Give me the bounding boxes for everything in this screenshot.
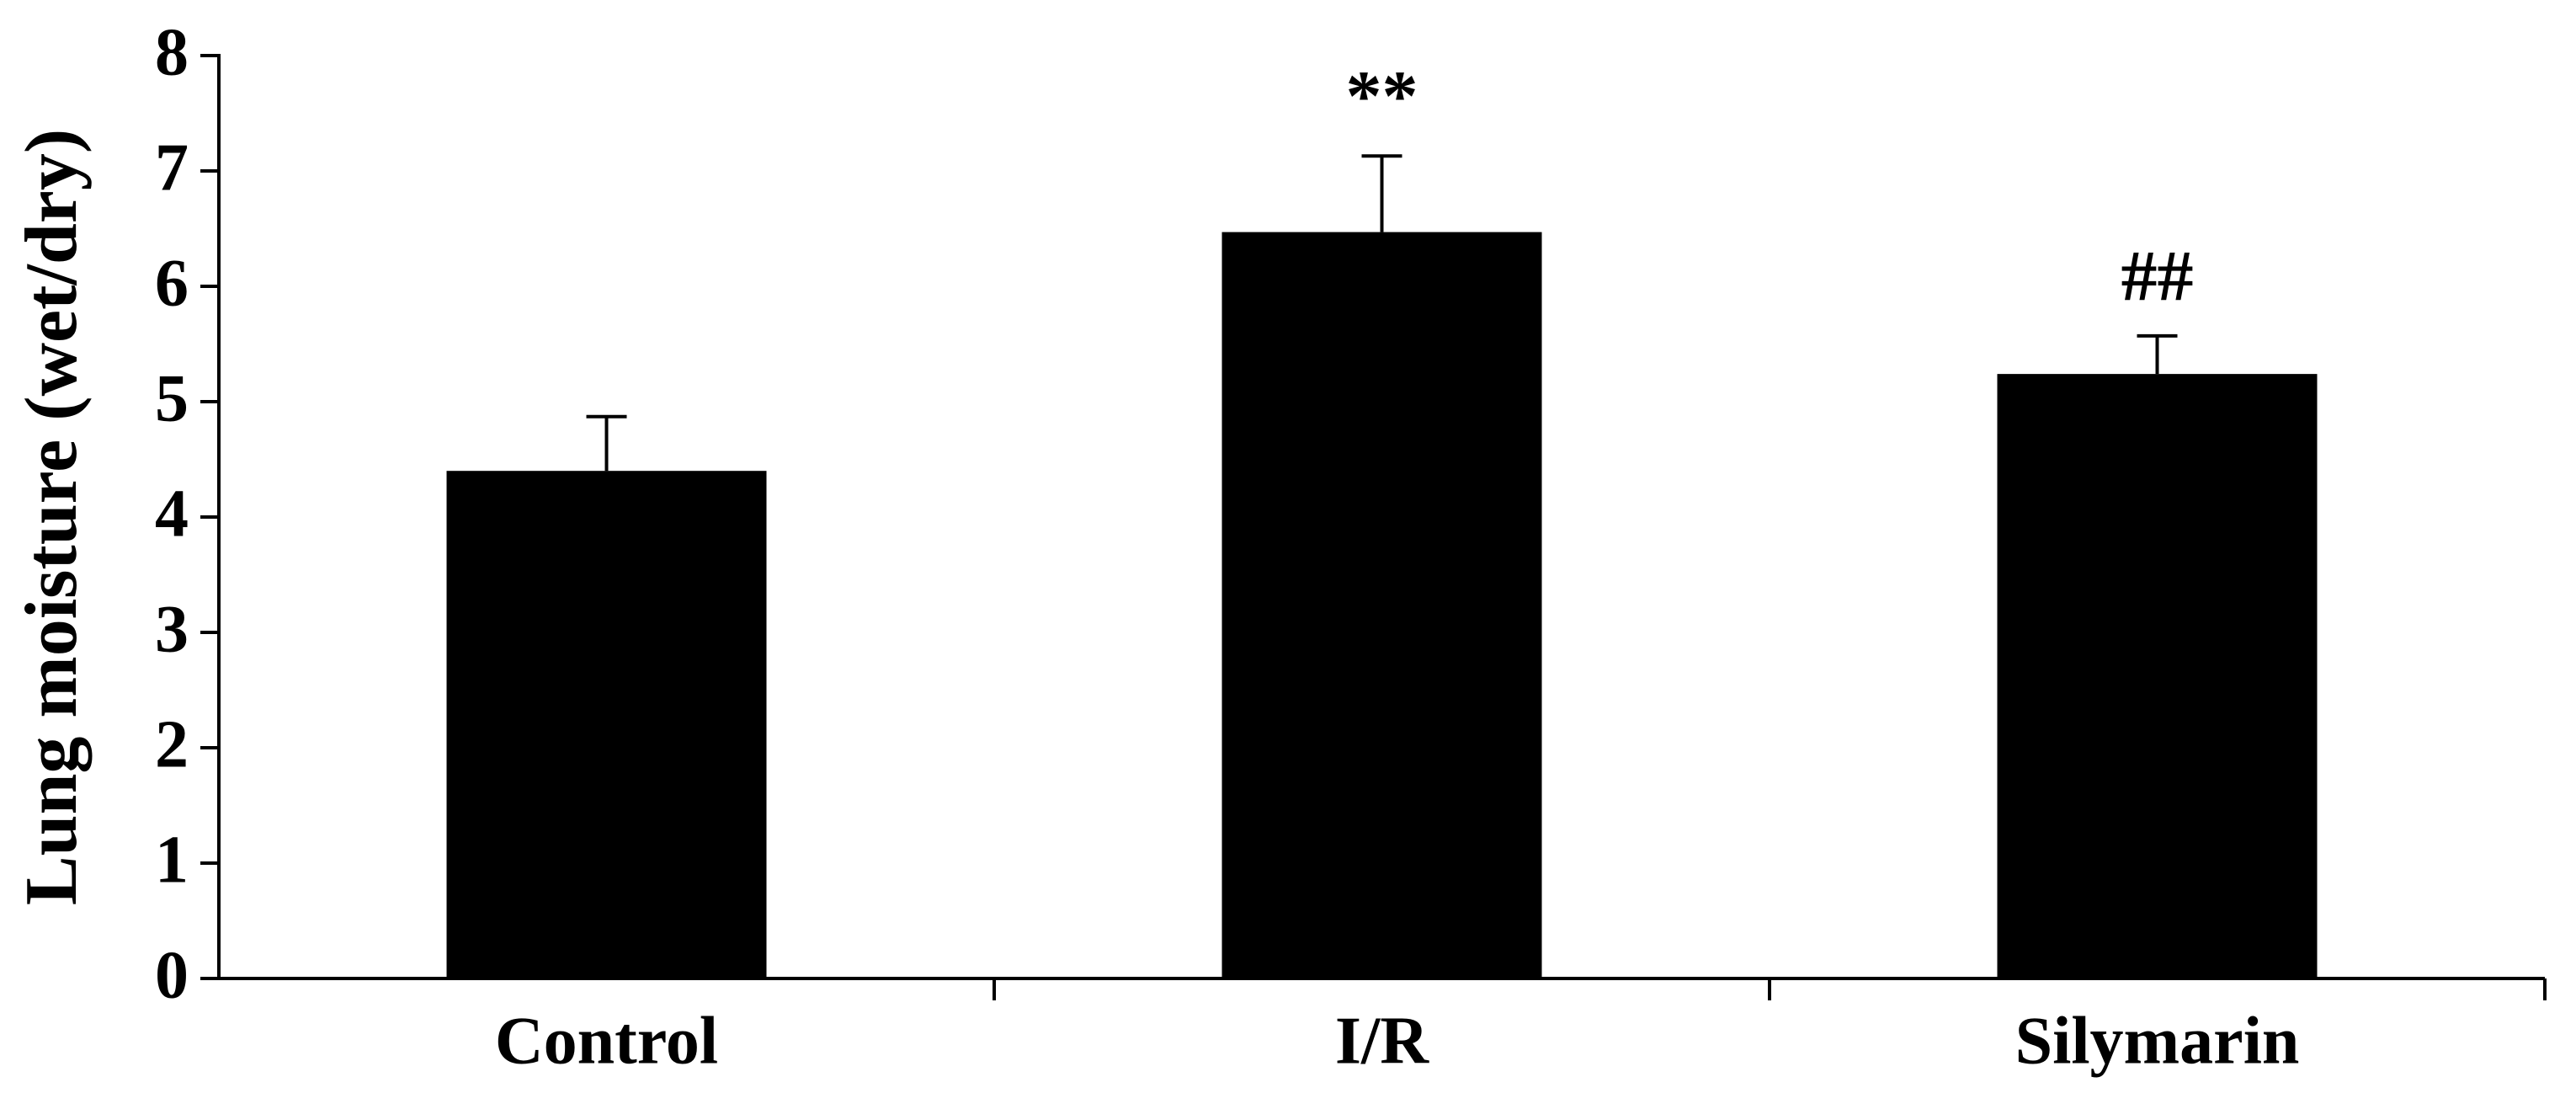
y-tick-label: 7 [155,131,189,205]
x-tick-label: Silymarin [2015,1004,2300,1078]
y-tick-label: 2 [155,707,189,781]
y-tick-label: 4 [155,477,189,551]
bar [1997,374,2318,978]
error-bar [586,414,627,472]
bar [1221,232,1542,978]
error-bar [1361,154,1402,232]
y-tick-label: 1 [155,823,189,897]
error-bar [2137,333,2178,375]
x-tick-label: Control [495,1004,718,1078]
x-tick-label: I/R [1335,1004,1429,1078]
y-tick-label: 6 [155,246,189,320]
y-tick-label: 3 [155,592,189,666]
y-tick-label: 5 [155,361,189,435]
y-tick-label: 8 [155,15,189,89]
bar [446,471,767,978]
annotation: ** [1346,56,1418,136]
y-tick-label: 0 [155,938,189,1012]
annotation: ## [2121,236,2194,317]
y-axis-label: Lung moisture (wet/dry) [11,129,93,905]
